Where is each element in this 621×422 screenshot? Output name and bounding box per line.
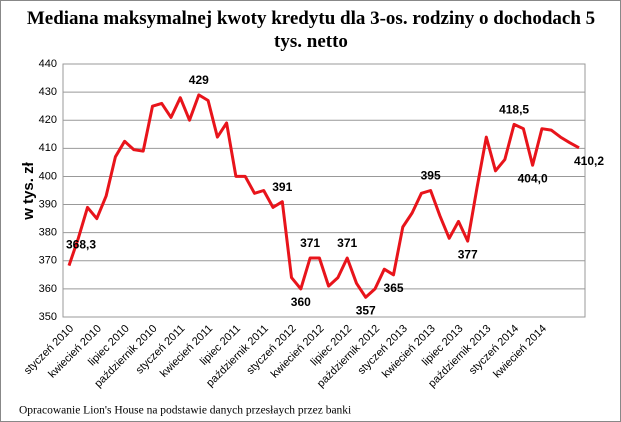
data-label: 357	[356, 303, 376, 317]
data-label: 418,5	[499, 103, 529, 117]
line	[67, 93, 580, 299]
source-note: Opracowanie Lion's House na podstawie da…	[19, 405, 351, 417]
y-tick-label: 380	[39, 227, 57, 239]
chart-title: Mediana maksymalnej kwoty kredytu dla 3-…	[26, 8, 596, 52]
data-label: 429	[189, 73, 209, 87]
data-label: 371	[337, 236, 357, 250]
data-label: 404,0	[518, 171, 548, 185]
y-tick-label: 370	[39, 255, 57, 267]
y-tick-label: 440	[39, 58, 57, 70]
data-label: 368,3	[66, 238, 96, 252]
data-label: 371	[300, 236, 320, 250]
y-tick-label: 420	[39, 114, 57, 126]
data-label: 395	[421, 169, 441, 183]
data-label: 365	[384, 281, 404, 295]
data-label: 377	[458, 247, 478, 261]
y-axis-label: w tys. zł	[20, 161, 37, 220]
y-tick-label: 400	[39, 170, 57, 182]
y-tick-label: 430	[39, 86, 57, 98]
y-tick-label: 390	[39, 198, 57, 210]
data-label: 410,2	[574, 154, 604, 168]
y-tick-label: 350	[39, 311, 57, 323]
data-label: 391	[272, 180, 292, 194]
y-tick-label: 360	[39, 283, 57, 295]
y-tick-label: 410	[39, 142, 57, 154]
data-label: 360	[291, 295, 311, 309]
